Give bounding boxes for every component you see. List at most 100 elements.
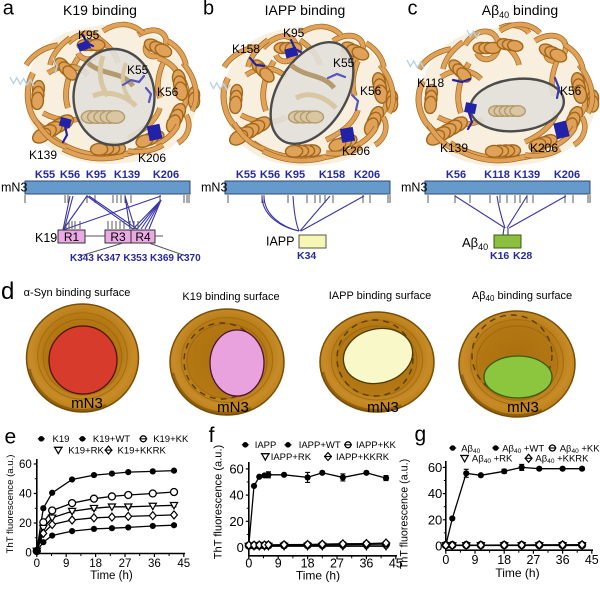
svg-text:mN3: mN3 [71, 395, 103, 412]
svg-text:36: 36 [556, 553, 570, 567]
svg-text:K55: K55 [236, 169, 256, 181]
svg-text:R3: R3 [110, 230, 126, 244]
svg-text:0: 0 [245, 557, 252, 571]
svg-text:K206: K206 [138, 151, 166, 165]
svg-text:b: b [203, 0, 214, 20]
svg-text:K206: K206 [354, 169, 380, 181]
svg-text:Time (h): Time (h) [296, 569, 340, 583]
svg-text:K55: K55 [35, 169, 55, 181]
svg-text:K95: K95 [86, 169, 106, 181]
svg-text:K19+KK: K19+KK [153, 434, 189, 445]
svg-text:K19+WT: K19+WT [93, 434, 130, 445]
svg-text:K206: K206 [530, 141, 558, 155]
svg-text:18: 18 [89, 558, 102, 570]
svg-text:K19: K19 [53, 434, 70, 445]
svg-text:IAPP+WT: IAPP+WT [299, 440, 341, 451]
svg-text:mN3: mN3 [507, 399, 539, 416]
svg-text:e: e [5, 425, 17, 448]
svg-text:0: 0 [435, 539, 442, 554]
svg-text:mN3: mN3 [1, 181, 27, 195]
svg-text:IAPP+KKRK: IAPP+KKRK [336, 452, 390, 463]
svg-text:K206: K206 [554, 169, 580, 181]
svg-text:20: 20 [229, 514, 243, 529]
svg-text:K158: K158 [319, 169, 345, 181]
svg-text:mN3: mN3 [401, 181, 427, 195]
svg-text:Time (h): Time (h) [90, 570, 133, 582]
svg-text:K56: K56 [560, 84, 582, 98]
svg-text:ThT fluorescence (a.u.): ThT fluorescence (a.u.) [5, 454, 16, 553]
svg-text:K139: K139 [440, 141, 468, 155]
svg-text:Time (h): Time (h) [495, 566, 539, 580]
svg-text:K158: K158 [232, 42, 260, 56]
svg-text:mN3: mN3 [367, 399, 399, 416]
svg-text:IAPP+RK: IAPP+RK [271, 452, 312, 463]
svg-text:K19+RK: K19+RK [68, 445, 104, 456]
svg-text:ThT fluorescence (a.u.): ThT fluorescence (a.u.) [399, 459, 411, 569]
svg-text:K206: K206 [342, 144, 370, 158]
svg-text:K19+KKRK: K19+KKRK [118, 445, 167, 456]
svg-text:9: 9 [63, 558, 69, 570]
svg-text:0: 0 [25, 548, 31, 560]
svg-text:0: 0 [237, 540, 244, 555]
svg-text:45: 45 [585, 553, 599, 567]
svg-text:f: f [209, 424, 215, 447]
svg-text:27: 27 [119, 558, 132, 570]
svg-text:40: 40 [428, 486, 442, 501]
svg-text:K206: K206 [153, 169, 179, 181]
svg-text:K56: K56 [260, 169, 280, 181]
svg-text:mN3: mN3 [201, 181, 227, 195]
svg-text:0: 0 [442, 553, 449, 567]
svg-text:20: 20 [428, 512, 442, 527]
svg-text:K56: K56 [157, 85, 179, 99]
svg-text:R4: R4 [135, 230, 151, 244]
svg-text:40: 40 [19, 489, 32, 501]
svg-text:d: d [1, 278, 14, 305]
svg-text:K16: K16 [490, 250, 509, 262]
svg-text:K19: K19 [35, 231, 57, 245]
svg-text:K19 binding: K19 binding [63, 2, 137, 18]
svg-text:IAPP binding: IAPP binding [265, 2, 346, 18]
svg-text:K19 binding surface: K19 binding surface [182, 291, 279, 303]
svg-text:Aβ40 binding surface: Aβ40 binding surface [472, 290, 572, 303]
svg-text:K139: K139 [114, 169, 140, 181]
svg-text:K95: K95 [78, 28, 100, 42]
svg-text:mN3: mN3 [217, 399, 249, 416]
svg-text:IAPP binding surface: IAPP binding surface [329, 290, 432, 302]
svg-text:Aβ40 binding: Aβ40 binding [482, 2, 558, 20]
svg-text:36: 36 [148, 558, 161, 570]
svg-text:40: 40 [229, 488, 243, 503]
svg-text:45: 45 [389, 557, 403, 571]
svg-text:K28: K28 [513, 250, 532, 262]
svg-text:Aβ40 +KKRK: Aβ40 +KKRK [535, 454, 589, 466]
svg-text:18: 18 [497, 553, 511, 567]
svg-text:ThT fluorescence (a.u.): ThT fluorescence (a.u.) [213, 445, 225, 559]
svg-text:α-Syn binding surface: α-Syn binding surface [24, 287, 131, 299]
svg-text:K55: K55 [127, 63, 149, 77]
svg-text:Aβ40 +RK: Aβ40 +RK [472, 454, 513, 466]
svg-text:IAPP: IAPP [266, 235, 295, 249]
svg-text:Aβ40 +WT: Aβ40 +WT [502, 443, 544, 455]
svg-text:60: 60 [19, 459, 32, 471]
svg-text:27: 27 [330, 557, 344, 571]
svg-text:K139: K139 [514, 169, 540, 181]
svg-text:K343 K347 K353 K369 K370: K343 K347 K353 K369 K370 [70, 253, 201, 264]
svg-text:9: 9 [472, 553, 479, 567]
svg-text:60: 60 [428, 460, 442, 475]
svg-text:27: 27 [526, 553, 540, 567]
svg-text:Aβ40: Aβ40 [461, 443, 480, 455]
svg-text:K55: K55 [333, 56, 355, 70]
svg-text:9: 9 [275, 557, 282, 571]
svg-text:Aβ40 +KK: Aβ40 +KK [560, 443, 600, 455]
svg-text:60: 60 [229, 461, 243, 476]
svg-text:g: g [415, 423, 427, 446]
svg-text:K56: K56 [360, 84, 382, 98]
svg-text:R1: R1 [64, 230, 80, 244]
svg-text:K118: K118 [484, 169, 510, 181]
svg-text:K56: K56 [60, 169, 80, 181]
svg-text:c: c [408, 0, 418, 20]
svg-text:K34: K34 [297, 250, 316, 262]
svg-text:K95: K95 [283, 26, 305, 40]
svg-text:20: 20 [19, 518, 32, 530]
svg-text:IAPP: IAPP [255, 440, 277, 451]
svg-text:IAPP+KK: IAPP+KK [356, 440, 397, 451]
